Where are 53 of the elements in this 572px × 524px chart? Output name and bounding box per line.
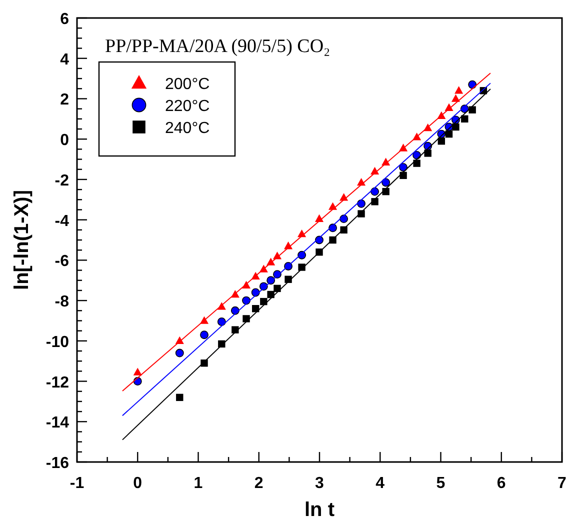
x-tick-label: 5 xyxy=(436,475,446,492)
point xyxy=(298,264,306,271)
point xyxy=(358,210,365,218)
point xyxy=(328,202,338,210)
x-tick-label: 6 xyxy=(496,475,506,492)
point xyxy=(267,290,274,298)
point xyxy=(468,106,476,114)
point xyxy=(413,160,420,167)
y-tick-label: -6 xyxy=(54,253,70,270)
x-tick-label: 2 xyxy=(254,475,264,492)
x-tick-label: 7 xyxy=(558,475,567,492)
x-tick-label: -1 xyxy=(70,475,84,492)
point xyxy=(217,318,226,326)
y-tick-label: -2 xyxy=(54,172,70,190)
point xyxy=(260,298,268,306)
point xyxy=(133,368,142,376)
point xyxy=(452,123,460,131)
point xyxy=(461,115,468,123)
x-tick-label: 4 xyxy=(376,475,385,492)
legend-label: 220°C xyxy=(165,98,210,115)
point xyxy=(454,86,464,94)
point xyxy=(340,193,348,201)
x-tick-label: 1 xyxy=(194,475,203,492)
point xyxy=(175,348,184,358)
y-tick-label: 6 xyxy=(60,11,70,28)
x-tick-label: 3 xyxy=(315,475,324,492)
x-axis-title: ln t xyxy=(304,499,335,521)
text: PP/PP-MA/20A (90/5/5) CO₂ xyxy=(105,36,330,57)
point xyxy=(242,315,250,322)
x-tick-label: 0 xyxy=(133,475,142,492)
point xyxy=(438,138,446,145)
y-tick-label: -12 xyxy=(46,374,70,392)
point xyxy=(424,150,432,157)
y-tick-label: -10 xyxy=(46,334,70,351)
point xyxy=(371,198,378,206)
y-tick-label: 4 xyxy=(60,51,70,68)
point xyxy=(232,326,239,334)
y-tick-label: -8 xyxy=(54,294,70,311)
y-tick-label: 0 xyxy=(60,132,70,150)
point xyxy=(400,172,407,180)
y-tick-label: -14 xyxy=(46,414,70,432)
y-axis-title: ln[-ln(1-X)] xyxy=(11,190,33,290)
point xyxy=(274,284,281,292)
point xyxy=(176,394,184,402)
legend-label: 240°C xyxy=(165,120,210,137)
point xyxy=(451,94,460,102)
point xyxy=(200,330,208,340)
y-tick-label: 2 xyxy=(60,92,70,109)
y-tick-label: -16 xyxy=(46,455,70,472)
legend-label: 200°C xyxy=(165,76,210,93)
point xyxy=(382,178,390,187)
y-tick-label: -4 xyxy=(54,212,70,230)
point xyxy=(445,130,453,138)
